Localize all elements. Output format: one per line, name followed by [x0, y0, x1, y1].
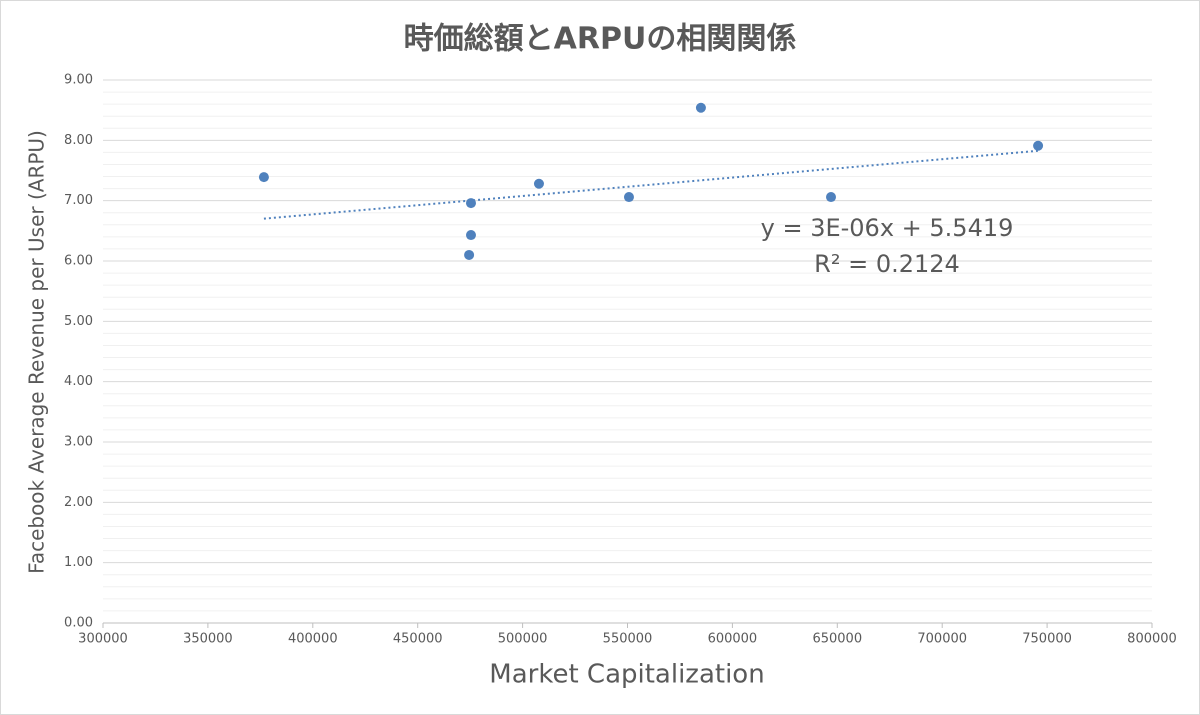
chart-title: 時価総額とARPUの相関関係 — [404, 22, 797, 57]
x-tick-label: 700000 — [917, 632, 967, 647]
y-tick-label: 6.00 — [64, 254, 93, 269]
x-tick-label: 350000 — [183, 632, 233, 647]
scatter-point — [258, 172, 269, 183]
y-tick-label: 3.00 — [64, 435, 93, 450]
y-axis-label: Facebook Average Revenue per User (ARPU) — [25, 130, 49, 574]
x-tick-label: 750000 — [1022, 632, 1072, 647]
scatter-point — [695, 102, 706, 113]
x-tick-label: 500000 — [498, 632, 548, 647]
x-tick-label: 550000 — [603, 632, 653, 647]
scatter-point — [464, 249, 475, 260]
x-tick-label: 400000 — [288, 632, 338, 647]
x-tick-label: 300000 — [78, 632, 128, 647]
scatter-point — [623, 192, 634, 203]
x-tick-label: 650000 — [812, 632, 862, 647]
scatter-point — [1033, 140, 1044, 151]
y-tick-label: 1.00 — [64, 555, 93, 570]
scatter-point — [465, 230, 476, 241]
scatter-point — [465, 198, 476, 209]
trendline-equation: y = 3E-06x + 5.5419 — [761, 214, 1014, 242]
y-tick-label: 4.00 — [64, 374, 93, 389]
x-tick-label: 450000 — [393, 632, 443, 647]
x-tick-label: 800000 — [1127, 632, 1177, 647]
trendline-r-squared: R² = 0.2124 — [814, 250, 960, 278]
y-tick-label: 5.00 — [64, 314, 93, 329]
scatter-point — [826, 192, 837, 203]
x-tick-label: 600000 — [708, 632, 758, 647]
y-tick-label: 7.00 — [64, 193, 93, 208]
x-axis-label: Market Capitalization — [489, 660, 764, 690]
y-tick-label: 0.00 — [64, 616, 93, 631]
y-tick-label: 2.00 — [64, 495, 93, 510]
scatter-point — [533, 178, 544, 189]
y-tick-label: 9.00 — [64, 73, 93, 88]
y-tick-label: 8.00 — [64, 133, 93, 148]
